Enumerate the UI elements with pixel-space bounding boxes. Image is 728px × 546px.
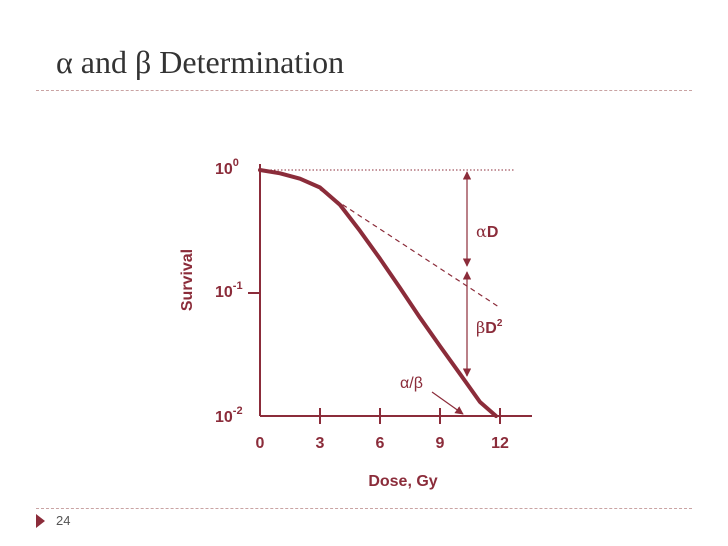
survival-curve-line [258,168,498,418]
y-ticks: 100 10-1 10-2 [215,157,260,426]
y-tick-label--1: 10-1 [215,280,243,301]
title-divider [36,90,692,91]
annotation-alpha-over-beta: α/β [400,375,423,392]
page-number: 24 [56,513,71,528]
y-axis-label: Survival [179,249,196,311]
annotation-beta-d2: βD2 [476,318,503,337]
x-ticks: 0 3 6 9 12 [256,408,509,452]
annotation-alpha-d: αD [476,222,498,241]
slide-title: α and β Determination [56,44,345,80]
x-tick-label-0: 0 [256,435,265,452]
x-tick-label-6: 6 [376,435,385,452]
x-tick-label-9: 9 [436,435,445,452]
alpha-extrapolation-dashed-line [319,189,501,309]
page-marker-icon [36,514,45,528]
x-tick-label-3: 3 [316,435,325,452]
y-tick-label--2: 10-2 [215,405,243,426]
x-tick-label-12: 12 [491,435,509,452]
footer-divider [36,508,692,509]
x-axis-label: Dose, Gy [368,473,437,490]
alpha-beta-pointer-arrow [431,391,464,415]
y-tick-label-0: 100 [215,157,239,178]
